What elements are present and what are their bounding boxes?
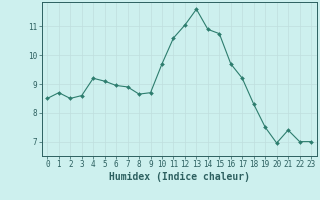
X-axis label: Humidex (Indice chaleur): Humidex (Indice chaleur) bbox=[109, 172, 250, 182]
